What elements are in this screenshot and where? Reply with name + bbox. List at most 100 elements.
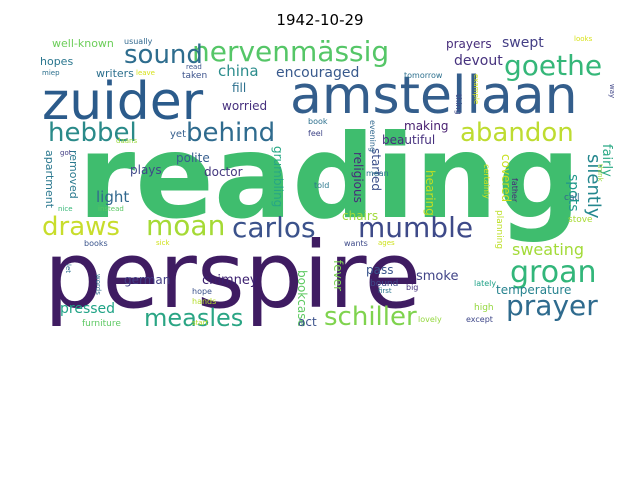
word-grumbling: grumbling [271,146,285,208]
word-moan: moan [146,209,226,242]
word-sick: sick [156,239,170,247]
word-nice: nice [58,205,73,213]
figure-title: 1942-10-29 [276,11,364,29]
word-mumble: mumble [358,211,474,244]
word-zuider: zuider [42,72,204,132]
word-think: think [596,164,604,182]
word-behind: behind [186,118,276,148]
word-hands: hands [192,297,217,306]
word-measles: measles [144,304,244,330]
word-german: german [124,273,171,287]
word-amstellaan: amstellaan [290,66,578,126]
word-chairs: chairs [342,209,379,223]
word-pass: pass [366,263,394,277]
word-except: except [466,315,493,324]
word-beautiful: beautiful [382,133,436,147]
word-fever: fever [331,260,345,292]
word-fill: fill [232,81,247,95]
word-hearing: hearing [423,170,437,216]
word-high: high [474,303,494,313]
word-carlos: carlos [232,211,316,244]
word-instead: instead [98,205,124,213]
word-mean: mean [366,169,389,178]
word-making: making [404,119,449,133]
word-planning: planning [494,210,504,250]
word-prayers: prayers [446,37,492,51]
word-swept: swept [502,35,544,51]
word-started: started [369,148,383,191]
word-worried: worried [222,99,268,113]
word-act: act [298,315,317,329]
word-apartment: apartment [43,150,56,209]
word-tomorrow: tomorrow [404,71,443,80]
word-temperature: temperature [496,283,572,297]
word-daans: daans [116,137,138,145]
word-reading: reading [78,110,581,245]
word-religious: religious [351,152,365,203]
word-miep: miep [42,69,60,77]
word-call: call [564,193,580,203]
word-usually: usually [124,37,153,46]
word-taken: taken [182,71,208,81]
word-abandon: abandon [460,118,574,148]
word-hebbel: hebbel [48,118,137,148]
word-got: got [60,149,72,157]
word-goethe: goethe [504,49,603,82]
word-feel: feel [308,129,323,138]
word-looks: looks [574,35,593,43]
word-light: light [96,188,130,206]
word-groan: groan [510,255,597,290]
word-wants: wants [344,239,368,248]
word-lately: lately [474,279,497,288]
word-fairly: fairly [599,144,614,177]
word-read: read [186,63,202,71]
word-example: example [472,74,480,105]
word-polite: polite [176,151,210,165]
word-bookcase: bookcase [295,270,309,327]
word-certainly: certainly [482,164,491,199]
word-yet: yet [170,129,186,140]
word-covered: covered [499,154,513,203]
word-removed: removed [67,150,80,199]
word-lovely: lovely [418,315,442,324]
word-prayer: prayer [506,289,598,322]
word-pressed: pressed [60,301,116,317]
word-thing: thing [454,94,463,115]
word-draws: draws [42,212,120,242]
word-china: china [218,62,259,80]
word-way: way [608,84,616,99]
word-cloud: reading perspire zuider amstellaan nerve… [36,34,620,331]
word-words: words [94,274,102,295]
word-spots: spots [565,174,581,212]
word-ages: ages [378,239,395,247]
word-book: book [308,117,328,126]
word-doctor: doctor [204,165,243,179]
word-sound: sound [124,40,203,70]
word-devout: devout [454,53,503,69]
word-perspire: perspire [44,222,422,329]
word-big: big [406,283,419,292]
word-leave: leave [136,69,155,77]
word-start: start [192,319,209,327]
word-hopes: hopes [40,55,74,68]
word-chimney: chimney [202,273,258,288]
word-let: let [64,264,72,273]
word-father: father [510,178,519,203]
word-writers: writers [96,67,134,80]
word-first: first [378,287,392,295]
word-hope: hope [192,287,212,296]
word-evening: evening [368,120,377,153]
word-smoke: smoke [416,269,459,284]
word-bound: bound [370,279,399,289]
word-sweating: sweating [512,240,585,259]
word-furniture: furniture [82,319,121,329]
word-nervenmassig: nervenmässig [192,35,390,68]
word-told: told [314,181,330,190]
word-encouraged: encouraged [276,65,360,81]
word-plays: plays [130,163,162,177]
word-schiller: schiller [324,302,417,330]
word-books: books [84,239,108,248]
word-silently: silently [583,154,604,219]
word-well-known: well-known [52,37,114,50]
word-stove: stove [568,215,593,225]
